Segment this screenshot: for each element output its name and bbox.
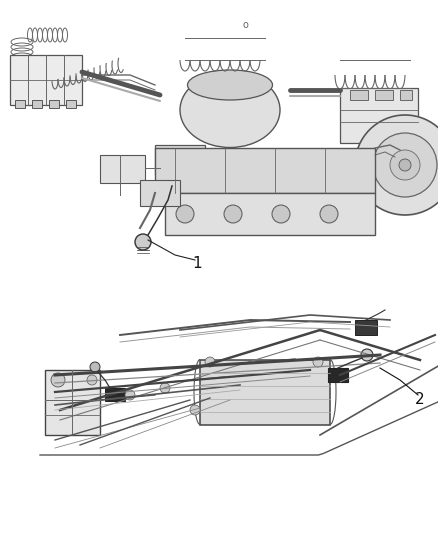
Bar <box>49 100 59 108</box>
Circle shape <box>135 234 151 250</box>
Bar <box>340 88 418 143</box>
Ellipse shape <box>180 72 280 148</box>
Bar <box>66 100 76 108</box>
Circle shape <box>205 357 215 367</box>
Circle shape <box>224 205 242 223</box>
Circle shape <box>90 362 100 372</box>
Bar <box>45 370 100 435</box>
Bar <box>328 368 348 382</box>
Bar <box>350 90 368 100</box>
Circle shape <box>272 205 290 223</box>
Circle shape <box>320 205 338 223</box>
Bar <box>155 148 375 193</box>
Bar <box>105 388 125 401</box>
Text: 1: 1 <box>192 255 202 271</box>
Circle shape <box>313 357 323 367</box>
Bar <box>10 55 82 105</box>
Circle shape <box>399 159 411 171</box>
Circle shape <box>355 115 438 215</box>
Circle shape <box>373 133 437 197</box>
Circle shape <box>390 150 420 180</box>
Bar <box>400 90 412 100</box>
Bar <box>155 145 205 175</box>
Circle shape <box>125 390 135 400</box>
Circle shape <box>160 383 170 393</box>
Bar <box>32 100 42 108</box>
Bar <box>355 320 377 335</box>
Circle shape <box>361 349 373 361</box>
Bar <box>200 360 330 425</box>
Bar <box>15 100 25 108</box>
Circle shape <box>190 405 200 415</box>
Bar <box>375 90 393 100</box>
Ellipse shape <box>187 70 272 100</box>
Circle shape <box>87 375 97 385</box>
Text: o: o <box>242 20 248 30</box>
Text: 2: 2 <box>415 392 425 408</box>
Bar <box>140 180 180 206</box>
Circle shape <box>51 373 65 387</box>
Bar <box>100 155 145 183</box>
Bar <box>160 172 188 186</box>
Bar <box>165 193 375 235</box>
Circle shape <box>176 205 194 223</box>
